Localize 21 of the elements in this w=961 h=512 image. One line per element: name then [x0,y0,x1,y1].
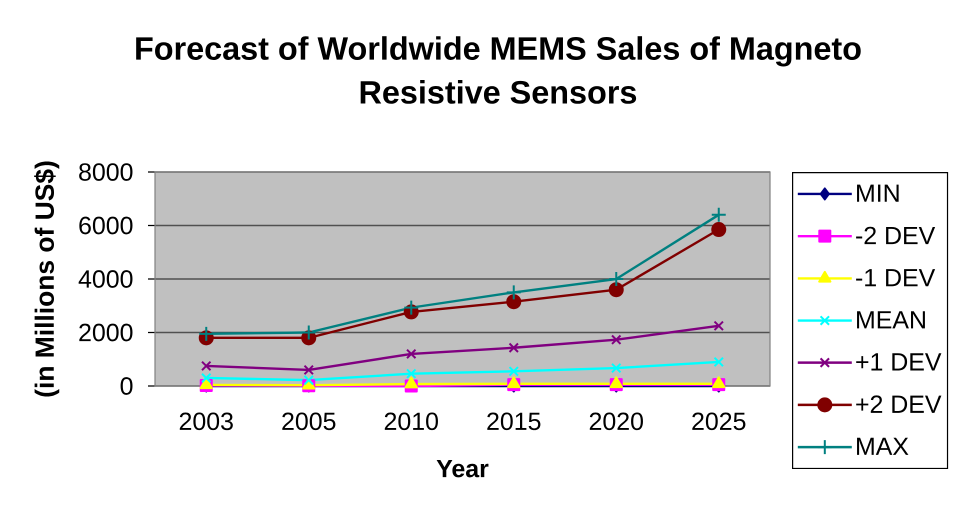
x-tick-label: 2005 [282,412,336,430]
legend-label: +1 DEV [856,353,942,370]
legend-label: MEAN [857,311,925,328]
x-tick-label: 2010 [384,412,438,430]
legend-label: MAX [857,438,908,455]
y-axis-title: (in Millions of US$) [34,162,60,396]
y-tick-label: 0 [120,377,132,395]
legend-label: -2 DEV [856,226,936,244]
y-tick-label: 4000 [78,270,132,288]
x-tick-label: 2003 [180,412,233,430]
legend-label: +2 DEV [856,395,942,413]
legend-label: -1 DEV [856,269,936,286]
x-axis-title: Year [436,460,488,478]
legend-label: MIN [857,184,899,202]
x-tick-label: 2025 [692,412,746,430]
y-tick-label: 6000 [79,216,132,234]
chart-title: Forecast of Worldwide MEMS Sales of Magneto Resistive Sensors [136,36,861,104]
y-tick-label: 8000 [79,163,132,181]
y-tick-label: 2000 [79,324,132,342]
x-tick-label: 2015 [487,412,540,430]
x-tick-label: 2020 [590,412,643,430]
